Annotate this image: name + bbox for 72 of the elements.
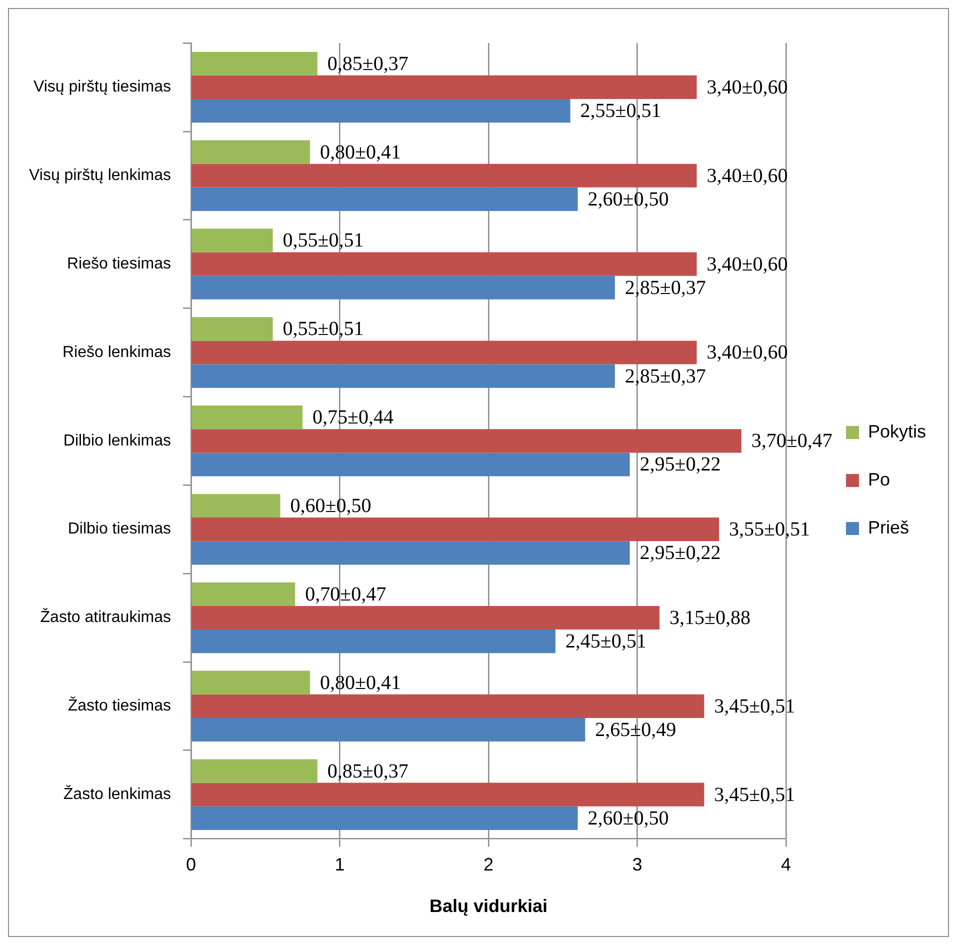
bar <box>192 518 720 542</box>
bar <box>192 276 615 300</box>
data-label: 3,15±0,88 <box>670 606 751 629</box>
y-tick-label: Visų pirštų lenkimas <box>29 167 171 184</box>
data-label: 2,65±0,49 <box>595 718 676 741</box>
legend-label: Prieš <box>868 517 909 538</box>
data-label: 3,40±0,60 <box>706 253 788 276</box>
bar <box>192 452 630 476</box>
data-label: 2,60±0,50 <box>588 188 669 210</box>
data-label: 0,80±0,41 <box>320 141 401 164</box>
bar <box>192 340 697 364</box>
bar <box>192 228 273 252</box>
bar <box>192 75 697 99</box>
data-label: 0,75±0,44 <box>312 406 394 429</box>
bar <box>192 317 273 341</box>
data-label: 2,55±0,51 <box>580 100 662 122</box>
bar <box>192 541 630 565</box>
data-label: 3,45±0,51 <box>714 784 796 806</box>
data-label: 0,80±0,41 <box>320 672 401 694</box>
bar <box>192 582 296 606</box>
x-axis-title: Balų vidurkiai <box>429 896 548 916</box>
bar <box>192 606 660 630</box>
bar <box>192 630 556 654</box>
bar <box>192 52 318 76</box>
bar <box>192 99 570 123</box>
bar <box>192 806 578 830</box>
data-label: 2,85±0,37 <box>624 365 706 388</box>
bar <box>192 140 310 164</box>
bar <box>192 694 704 718</box>
bar <box>192 429 742 453</box>
y-tick-label: Žasto tiesimas <box>68 696 171 715</box>
data-label: 2,95±0,22 <box>640 542 721 564</box>
y-tick-label: Žasto lenkimas <box>63 784 171 803</box>
bar <box>192 494 280 518</box>
x-tick-label: 1 <box>334 854 345 875</box>
x-tick-label: 4 <box>780 854 791 875</box>
data-label: 0,70±0,47 <box>305 583 386 606</box>
y-tick-label: Riešo tiesimas <box>66 255 171 272</box>
data-label: 3,45±0,51 <box>714 695 796 718</box>
bar <box>192 718 586 742</box>
x-tick-label: 2 <box>483 854 494 875</box>
x-tick-label: 3 <box>632 854 642 875</box>
y-tick-label: Dilbio lenkimas <box>63 432 171 450</box>
bar <box>192 782 704 806</box>
bar <box>192 759 318 783</box>
data-label: 0,85±0,37 <box>327 52 408 75</box>
bar <box>192 187 578 211</box>
bar <box>192 164 697 188</box>
bar <box>192 406 303 430</box>
y-tick-label: Riešo lenkimas <box>62 344 171 361</box>
data-label: 3,40±0,60 <box>706 164 788 187</box>
data-label: 3,55±0,51 <box>729 518 810 541</box>
y-tick-label: Žasto atitraukimas <box>40 608 171 626</box>
y-tick-label: Visų pirštų tiesimas <box>33 78 171 96</box>
bar <box>192 252 697 276</box>
data-label: 0,55±0,51 <box>282 230 364 252</box>
data-label: 0,85±0,37 <box>327 760 408 782</box>
data-label: 0,60±0,50 <box>290 494 372 517</box>
bar <box>192 364 615 388</box>
bar <box>192 670 310 694</box>
data-label: 3,40±0,60 <box>706 342 788 364</box>
y-tick-label: Dilbio tiesimas <box>68 520 171 538</box>
data-label: 2,45±0,51 <box>565 630 646 653</box>
legend-label: Pokytis <box>868 421 926 442</box>
data-label: 3,70±0,47 <box>751 430 832 452</box>
data-label: 3,40±0,60 <box>706 76 788 98</box>
data-label: 2,95±0,22 <box>640 454 721 476</box>
data-label: 0,55±0,51 <box>282 318 364 340</box>
data-label: 2,85±0,37 <box>624 276 706 299</box>
legend-label: Po <box>868 469 890 490</box>
x-tick-label: 0 <box>186 854 196 875</box>
data-label: 2,60±0,50 <box>588 807 669 830</box>
